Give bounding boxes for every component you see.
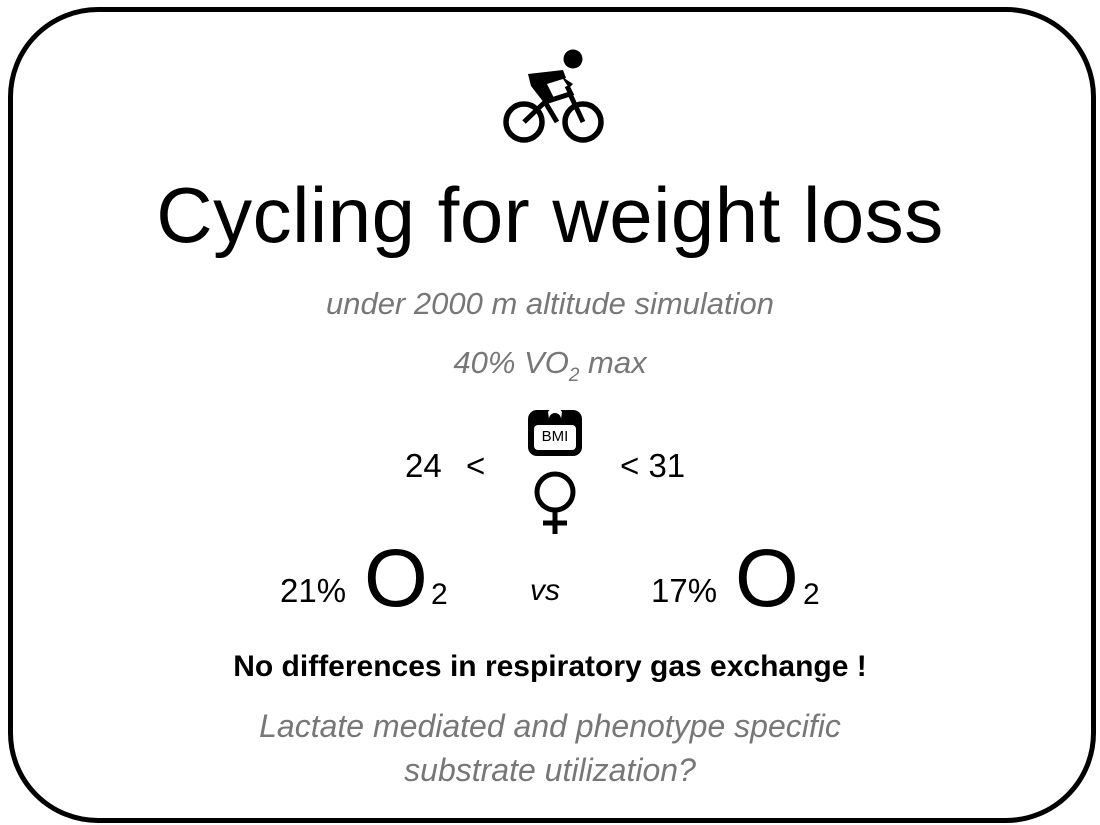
card-frame [8,7,1096,823]
bmi-upper-value: < 31 [620,447,686,484]
finding-statement: No differences in respiratory gas exchan… [233,650,867,683]
right-oxygen-percent: 17% [651,572,718,609]
vo2-prefix: 40% VO [453,345,569,380]
question-line-1: Lactate mediated and phenotype specific [259,708,841,744]
right-oxygen-symbol: O [735,533,799,624]
female-symbol-icon [534,471,576,534]
page-title: Cycling for weight loss [156,171,944,259]
subtitle-altitude: under 2000 m altitude simulation [325,286,775,321]
vo2-suffix: max [579,345,647,380]
cyclist-icon [503,49,604,143]
versus-label: vs [530,574,560,607]
left-oxygen-percent: 21% [280,572,347,609]
subtitle-vo2: 40% VO2 max [0,345,1100,387]
vo2-subscript: 2 [568,365,580,386]
bmi-scale-icon: BMI [526,408,584,458]
bmi-lower-operator: < [466,447,486,484]
left-oxygen-symbol: O [364,533,428,624]
bmi-badge-text: BMI [541,428,569,445]
left-oxygen-subscript: 2 [431,578,448,611]
question-line-2: substrate utilization? [404,752,696,788]
bmi-lower-value: 24 [405,447,442,484]
right-oxygen-subscript: 2 [803,578,820,611]
